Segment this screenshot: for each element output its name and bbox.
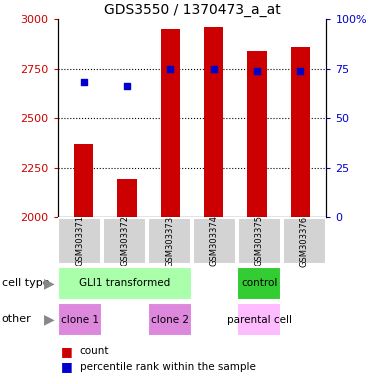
Text: parental cell: parental cell (227, 314, 292, 325)
Bar (291, 47, 310, 217)
Bar (193, 218, 236, 264)
Point (254, 68, 260, 74)
Title: GDS3550 / 1370473_a_at: GDS3550 / 1370473_a_at (104, 3, 280, 17)
Text: percentile rank within the sample: percentile rank within the sample (80, 362, 256, 372)
Bar (148, 303, 191, 336)
Bar (283, 218, 326, 264)
Text: GSM303373: GSM303373 (165, 215, 174, 266)
Point (81, 79, 86, 86)
Point (211, 66, 217, 72)
Text: GLI1 transformed: GLI1 transformed (79, 278, 170, 288)
Text: GSM303371: GSM303371 (75, 215, 85, 266)
Text: control: control (241, 278, 278, 288)
Point (298, 68, 303, 74)
Bar (148, 218, 191, 264)
Text: clone 1: clone 1 (61, 314, 99, 325)
Bar (58, 303, 102, 336)
Bar (237, 303, 281, 336)
Bar (103, 218, 146, 264)
Bar (238, 218, 281, 264)
Text: GSM303372: GSM303372 (120, 215, 129, 266)
Bar (74, 144, 93, 217)
Text: count: count (80, 346, 109, 356)
Text: ▶: ▶ (44, 276, 55, 290)
Bar (117, 179, 137, 217)
Text: GSM303374: GSM303374 (210, 215, 219, 266)
Text: other: other (2, 314, 32, 324)
Text: ■: ■ (61, 345, 73, 358)
Text: clone 2: clone 2 (151, 314, 188, 325)
Text: ■: ■ (61, 360, 73, 373)
Bar (58, 267, 191, 300)
Bar (247, 51, 267, 217)
Text: GSM303375: GSM303375 (255, 215, 264, 266)
Text: GSM303376: GSM303376 (299, 215, 309, 266)
Bar (237, 267, 281, 300)
Text: ▶: ▶ (44, 313, 55, 326)
Bar (161, 29, 180, 217)
Point (167, 66, 173, 72)
Text: cell type: cell type (2, 278, 49, 288)
Bar (58, 218, 101, 264)
Bar (204, 27, 223, 217)
Point (124, 83, 130, 89)
